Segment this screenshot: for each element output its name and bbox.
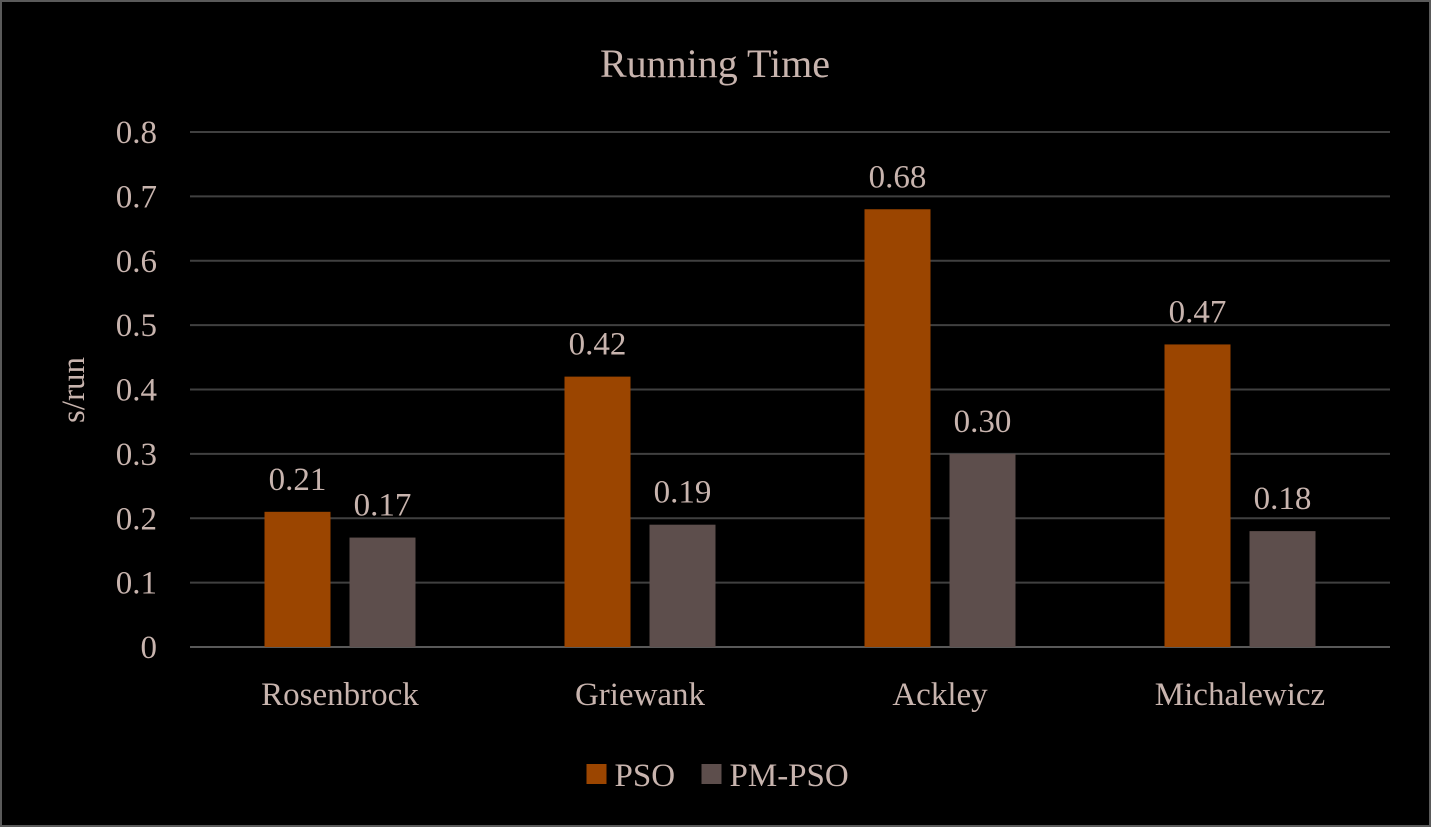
bar-pso-rosenbrock xyxy=(264,511,331,647)
x-category-label: Rosenbrock xyxy=(261,677,419,713)
x-category-label: Griewank xyxy=(575,677,706,713)
bars xyxy=(264,209,1316,647)
bar-pso-griewank xyxy=(564,376,631,647)
y-tick-label: 0 xyxy=(141,630,158,666)
data-label: 0.47 xyxy=(1169,294,1227,330)
y-tick-label: 0.8 xyxy=(116,115,157,151)
bar-pm-pso-griewank xyxy=(649,524,716,647)
data-label: 0.18 xyxy=(1254,481,1312,517)
y-axis-label: s/run xyxy=(56,357,92,423)
y-tick-label: 0.4 xyxy=(116,373,157,409)
data-label: 0.19 xyxy=(654,475,712,511)
legend-swatch-pm-pso xyxy=(701,764,722,784)
data-label: 0.21 xyxy=(269,462,327,498)
data-label: 0.30 xyxy=(954,404,1012,440)
bar-pm-pso-ackley xyxy=(949,453,1016,647)
y-tick-label: 0.6 xyxy=(116,244,157,280)
y-tick-label: 0.1 xyxy=(116,566,157,602)
bar-pso-ackley xyxy=(864,209,931,647)
legend-label-pso: PSO xyxy=(615,758,676,794)
bar-pm-pso-michalewicz xyxy=(1249,531,1316,647)
data-label: 0.68 xyxy=(869,159,927,195)
bar-pm-pso-rosenbrock xyxy=(349,537,416,647)
bar-pso-michalewicz xyxy=(1164,344,1231,647)
data-label: 0.42 xyxy=(569,327,627,363)
x-category-label: Ackley xyxy=(892,677,988,713)
x-axis-categories: Rosenbrock Griewank Ackley Michalewicz xyxy=(261,677,1325,713)
legend-label-pm-pso: PM-PSO xyxy=(730,758,849,794)
chart-title: Running Time xyxy=(600,41,830,86)
y-tick-label: 0.5 xyxy=(116,308,157,344)
data-labels: 0.21 0.17 0.42 0.19 0.68 0.30 0.47 0.18 xyxy=(269,159,1312,523)
x-category-label: Michalewicz xyxy=(1155,677,1325,713)
data-label: 0.17 xyxy=(354,488,412,524)
y-tick-label: 0.3 xyxy=(116,437,157,473)
y-tick-label: 0.2 xyxy=(116,501,157,537)
legend-swatch-pso xyxy=(586,764,607,784)
y-axis-ticks: 0 0.1 0.2 0.3 0.4 0.5 0.6 0.7 0.8 xyxy=(116,115,157,666)
y-tick-label: 0.7 xyxy=(116,179,157,215)
legend: PSO PM-PSO xyxy=(586,758,849,794)
